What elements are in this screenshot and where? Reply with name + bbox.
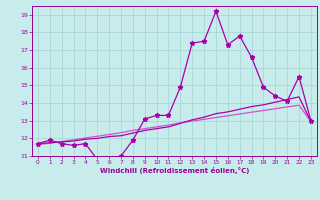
X-axis label: Windchill (Refroidissement éolien,°C): Windchill (Refroidissement éolien,°C) bbox=[100, 167, 249, 174]
